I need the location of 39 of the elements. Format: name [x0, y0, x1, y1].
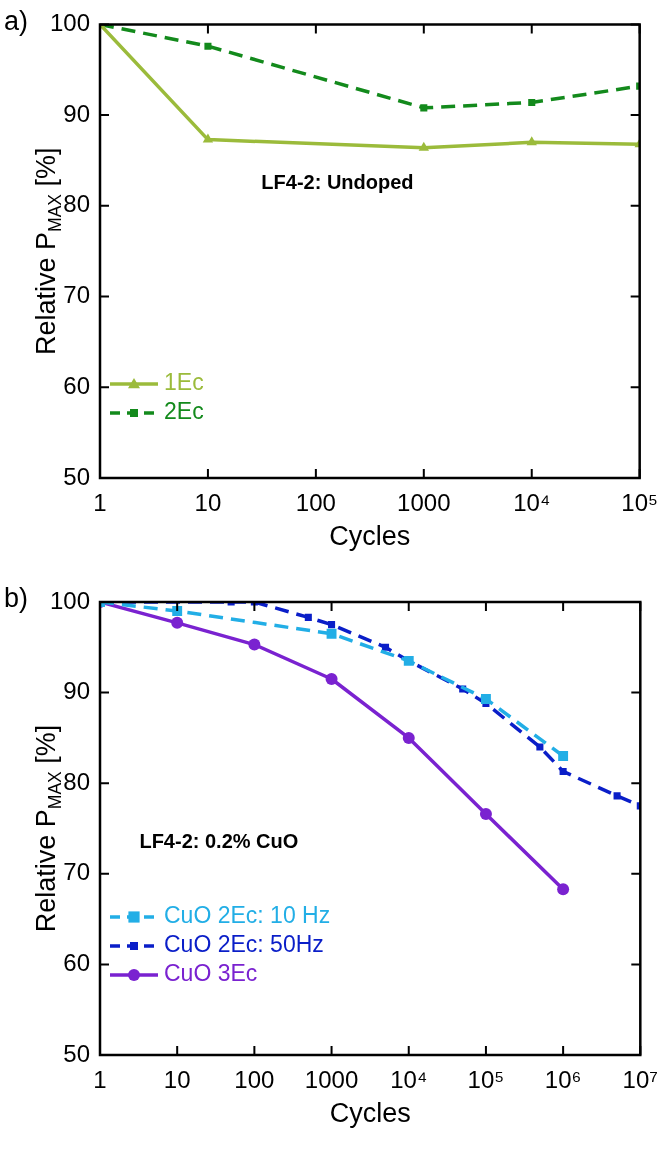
y-tick-label: 60	[63, 949, 90, 977]
y-tick-label: 90	[63, 677, 90, 705]
y-tick-label: 100	[49, 586, 90, 614]
x-tick-label: 10	[194, 489, 222, 517]
y-tick-label: 60	[63, 371, 90, 399]
x-tick-label: 10	[163, 1066, 191, 1094]
x-tick-label: 10⁵	[621, 489, 659, 517]
y-tick-label: 80	[63, 190, 90, 218]
x-tick-label: 10⁴	[513, 489, 551, 517]
y-axis-title: Relative PMAX [%]	[31, 724, 65, 933]
x-tick-label: 10⁴	[390, 1066, 428, 1094]
y-tick-label: 70	[63, 281, 90, 309]
x-tick-label: 100	[234, 1066, 275, 1094]
x-tick-label: 100	[295, 489, 336, 517]
text: b)	[4, 583, 29, 614]
x-tick-label: 10⁷	[622, 1066, 659, 1094]
x-tick-label: 1000	[397, 489, 451, 517]
annotation: LF4-2: Undoped	[261, 170, 414, 193]
y-tick-label: 50	[63, 462, 90, 490]
y-tick-label: 90	[63, 99, 90, 127]
x-tick-label: 10⁵	[467, 1066, 505, 1094]
x-tick-label: 1000	[304, 1066, 359, 1094]
legend-label: CuO 2Ec: 10 Hz	[164, 902, 331, 929]
x-tick-label: 1	[93, 1066, 107, 1094]
y-tick-label: 100	[49, 9, 90, 37]
x-tick-label: 10⁶	[544, 1066, 582, 1094]
y-tick-label: 80	[63, 767, 90, 795]
y-tick-label: 70	[63, 858, 90, 886]
y-axis-title: Relative PMAX [%]	[31, 147, 65, 355]
x-axis-title: Cycles	[329, 1097, 411, 1128]
annotation: LF4-2: 0.2% CuO	[139, 829, 299, 852]
legend-label: 2Ec	[164, 398, 204, 425]
legend-label: CuO 2Ec: 50Hz	[164, 931, 324, 958]
y-tick-label: 50	[63, 1039, 90, 1067]
x-axis-title: Cycles	[329, 520, 411, 551]
text: a)	[4, 5, 29, 36]
legend-label: 1Ec	[164, 369, 204, 396]
x-tick-label: 1	[93, 489, 107, 517]
legend-label: CuO 3Ec	[164, 960, 258, 987]
